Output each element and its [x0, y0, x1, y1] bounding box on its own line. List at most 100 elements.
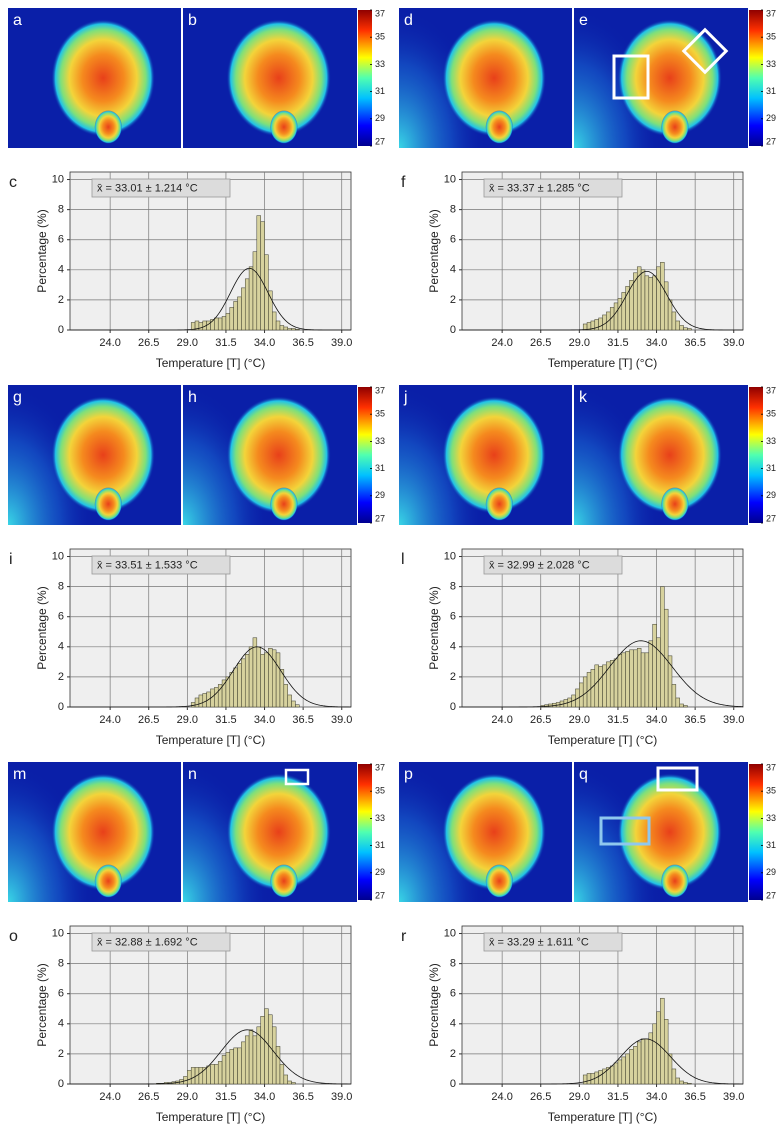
thermal-image: h: [183, 385, 357, 525]
colorbar-tick-label: 35: [766, 786, 776, 796]
bar: [283, 326, 288, 331]
bar: [667, 1053, 673, 1085]
bar: [283, 684, 288, 708]
colorbar-tick-label: 35: [766, 409, 776, 419]
bar: [633, 272, 638, 331]
fit-curve: [70, 1029, 352, 1085]
bar: [237, 663, 242, 708]
histogram-panel: f 24.0 26.5 29.0 31.5 34.0 36.5 39.0 0 2 4 6 8 10 x̄ =…: [401, 171, 744, 370]
colorbar-tick-label: 33: [766, 813, 776, 823]
x-tick-label: 26.5: [138, 714, 159, 726]
bar: [671, 684, 677, 708]
x-tick-label: 34.0: [254, 337, 275, 349]
bar: [609, 660, 615, 708]
bar: [260, 221, 265, 331]
panel-label: j: [403, 389, 408, 406]
bar: [217, 1061, 223, 1085]
colorbar-tick-label: 31: [375, 86, 385, 96]
animal-body: [51, 19, 156, 137]
y-tick-label: 8: [58, 204, 64, 216]
x-tick-label: 31.5: [215, 714, 236, 726]
bar: [260, 1016, 265, 1085]
colorbar-tick-label: 37: [766, 385, 776, 395]
thermal-image: d: [399, 8, 572, 148]
bar: [640, 269, 646, 331]
annotation-box: [483, 932, 623, 952]
roi-boxes: [284, 27, 729, 846]
bar: [675, 1077, 680, 1085]
thermal-image: j: [399, 385, 572, 525]
bar: [656, 637, 661, 708]
y-tick-label: 8: [58, 958, 64, 970]
panel-label: g: [13, 389, 22, 406]
annotation-box: [91, 555, 231, 575]
bar: [244, 1035, 250, 1085]
bar: [244, 654, 250, 708]
x-tick-label: 36.5: [292, 714, 313, 726]
x-tick-label: 39.0: [723, 714, 744, 726]
animal-body: [617, 773, 722, 891]
bar: [233, 667, 238, 708]
bar: [225, 313, 231, 331]
thermal-image: g: [8, 385, 181, 525]
bar: [598, 1070, 603, 1085]
animal-head: [94, 864, 123, 898]
y-tick-label: 0: [450, 324, 456, 336]
thermal-image: e: [574, 8, 748, 148]
y-tick-label: 6: [58, 988, 64, 1000]
bar: [241, 287, 246, 331]
bar: [221, 1055, 227, 1085]
bar: [233, 1047, 238, 1085]
colorbar-tick-label: 31: [375, 463, 385, 473]
bar: [629, 649, 634, 708]
y-tick-label: 4: [58, 641, 64, 653]
bar: [609, 1065, 615, 1085]
bar: [283, 1074, 288, 1085]
bar: [198, 694, 204, 708]
panel-label: h: [188, 389, 197, 406]
bar: [206, 1065, 211, 1085]
x-tick-label: 39.0: [723, 337, 744, 349]
bar: [586, 1073, 592, 1085]
panel-label: i: [9, 551, 13, 568]
bar: [629, 1049, 634, 1085]
bar: [644, 275, 650, 331]
x-tick-label: 29.0: [569, 714, 590, 726]
bar: [652, 1023, 657, 1085]
bar: [644, 1038, 650, 1085]
animal-body: [617, 396, 722, 514]
bar: [621, 652, 626, 708]
roi-box: [681, 27, 729, 75]
x-tick-label: 26.5: [138, 1091, 159, 1103]
animal-head: [270, 487, 298, 521]
y-axis-title: Percentage (%): [35, 209, 49, 292]
annotation: x̄ = 33.37 ± 1.285 °C: [489, 182, 590, 194]
bar: [582, 1074, 588, 1085]
y-tick-label: 8: [450, 958, 456, 970]
x-tick-label: 34.0: [646, 714, 667, 726]
colorbar-tick-label: 33: [375, 813, 385, 823]
bar: [237, 1047, 242, 1085]
bar: [198, 1067, 204, 1085]
bar: [660, 262, 665, 331]
y-axis-title: Percentage (%): [427, 586, 441, 669]
bar: [625, 651, 630, 708]
thermal-image: q: [574, 762, 748, 902]
fit-curve: [70, 267, 351, 331]
y-tick-label: 6: [450, 234, 456, 246]
panel-label: e: [579, 12, 588, 29]
colorbar-tick-label: 33: [375, 59, 385, 69]
bar: [248, 646, 254, 708]
plot-area: [69, 548, 352, 708]
y-axis-title: Percentage (%): [427, 209, 441, 292]
x-tick-label: 34.0: [254, 714, 275, 726]
colorbar-tick-label: 33: [766, 436, 776, 446]
x-tick-label: 29.0: [569, 337, 590, 349]
animal-body: [442, 19, 547, 137]
bar: [272, 311, 277, 331]
annotation: x̄ = 32.99 ± 2.028 °C: [489, 559, 590, 571]
bar: [229, 307, 234, 331]
bar: [291, 1082, 296, 1085]
bar: [679, 325, 684, 331]
animal-head: [661, 110, 689, 144]
